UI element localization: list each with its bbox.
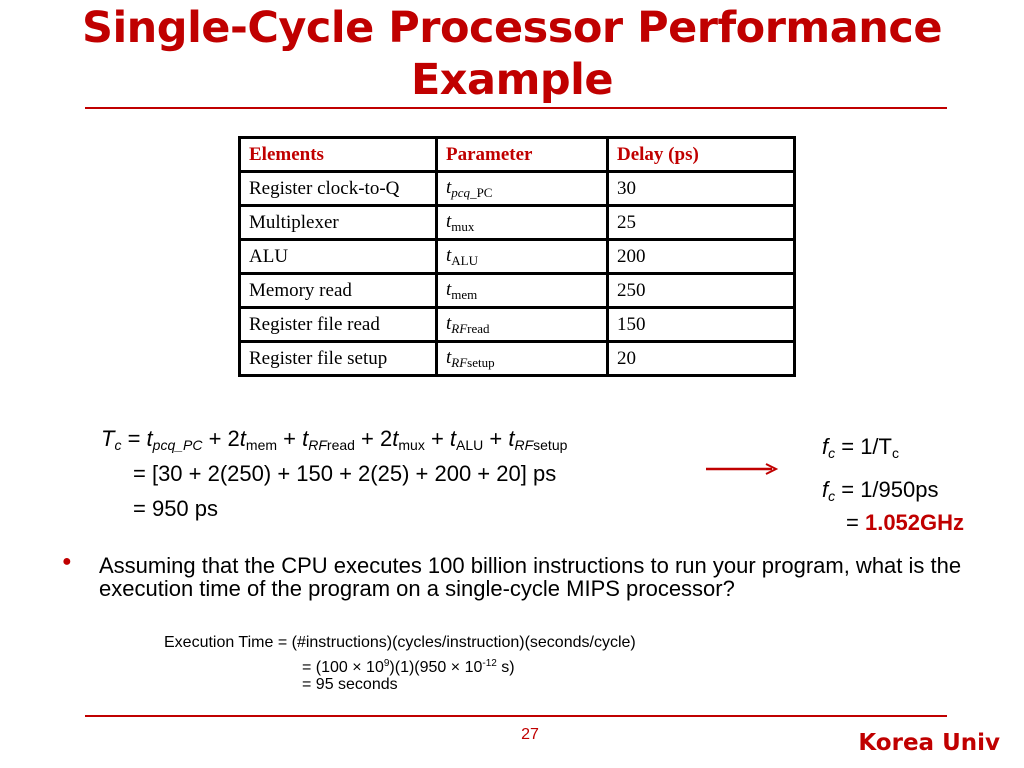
question-text: Assuming that the CPU executes 100 billi… (99, 553, 962, 601)
cell-element: Multiplexer (238, 204, 438, 241)
tc-equation-line-2: = [30 + 2(250) + 150 + 2(25) + 200 + 20]… (133, 461, 557, 486)
table-row: Memory read tmem 250 (238, 272, 796, 309)
cell-element: Memory read (238, 272, 438, 309)
table-header-row: Elements Parameter Delay (ps) (238, 136, 796, 173)
cell-parameter: tpcq_PC (435, 170, 609, 207)
exec-time-line-1: Execution Time = (#instructions)(cycles/… (164, 634, 636, 651)
frequency-result: 1.052GHz (864, 510, 965, 535)
footer-logo-text: Korea Univ (858, 730, 1000, 756)
cell-delay: 25 (606, 204, 796, 241)
title-divider (85, 107, 947, 109)
fc-equation-line-3: = 1.052GHz (846, 510, 965, 535)
table-row: Register file read tRFread 150 (238, 306, 796, 343)
cell-element: Register file read (238, 306, 438, 343)
cell-parameter: tRFsetup (435, 340, 609, 377)
cell-parameter: tmux (435, 204, 609, 241)
fc-equation-line-2: fc = 1/950ps (822, 477, 939, 504)
exec-time-line-2: = (100 × 109)(1)(950 × 10-12 s) (302, 658, 515, 676)
cell-delay: 250 (606, 272, 796, 309)
cell-parameter: tRFread (435, 306, 609, 343)
tc-equation-line-3: = 950 ps (133, 496, 219, 521)
cell-delay: 20 (606, 340, 796, 377)
times-icon: × (352, 659, 362, 676)
times-icon: × (450, 659, 461, 676)
table-row: Register clock-to-Q tpcq_PC 30 (238, 170, 796, 207)
cell-delay: 150 (606, 306, 796, 343)
cell-parameter: tALU (435, 238, 609, 275)
cell-delay: 30 (606, 170, 796, 207)
header-parameter: Parameter (435, 136, 609, 173)
title-line-1: Single-Cycle Processor Performance (81, 3, 943, 53)
header-elements: Elements (238, 136, 438, 173)
header-delay: Delay (ps) (606, 136, 796, 173)
cell-element: Register file setup (238, 340, 438, 377)
slide-title: Single-Cycle Processor Performance Examp… (0, 2, 1024, 106)
cell-element: Register clock-to-Q (238, 170, 438, 207)
exec-time-line-3: = 95 seconds (302, 676, 398, 693)
right-arrow-icon (706, 463, 779, 475)
cell-parameter: tmem (435, 272, 609, 309)
footer-divider (85, 715, 947, 717)
bullet-icon: ● (62, 553, 72, 570)
title-line-2: Example (410, 55, 614, 105)
cell-element: ALU (238, 238, 438, 275)
table-row: ALU tALU 200 (238, 238, 796, 275)
table-row: Register file setup tRFsetup 20 (238, 340, 796, 377)
table-body: Register clock-to-Q tpcq_PC 30 Multiplexer t… (238, 170, 796, 377)
fc-equation-line-1: fc = 1/Tc (822, 434, 899, 461)
tc-equation-line-1: Tc = tpcq_PC + 2tmem + tRFread + 2tmux +… (101, 426, 568, 453)
table-row: Multiplexer tmux 25 (238, 204, 796, 241)
cell-delay: 200 (606, 238, 796, 275)
delay-table: Elements Parameter Delay (ps) Register c… (238, 136, 796, 377)
page-number: 27 (521, 726, 539, 743)
